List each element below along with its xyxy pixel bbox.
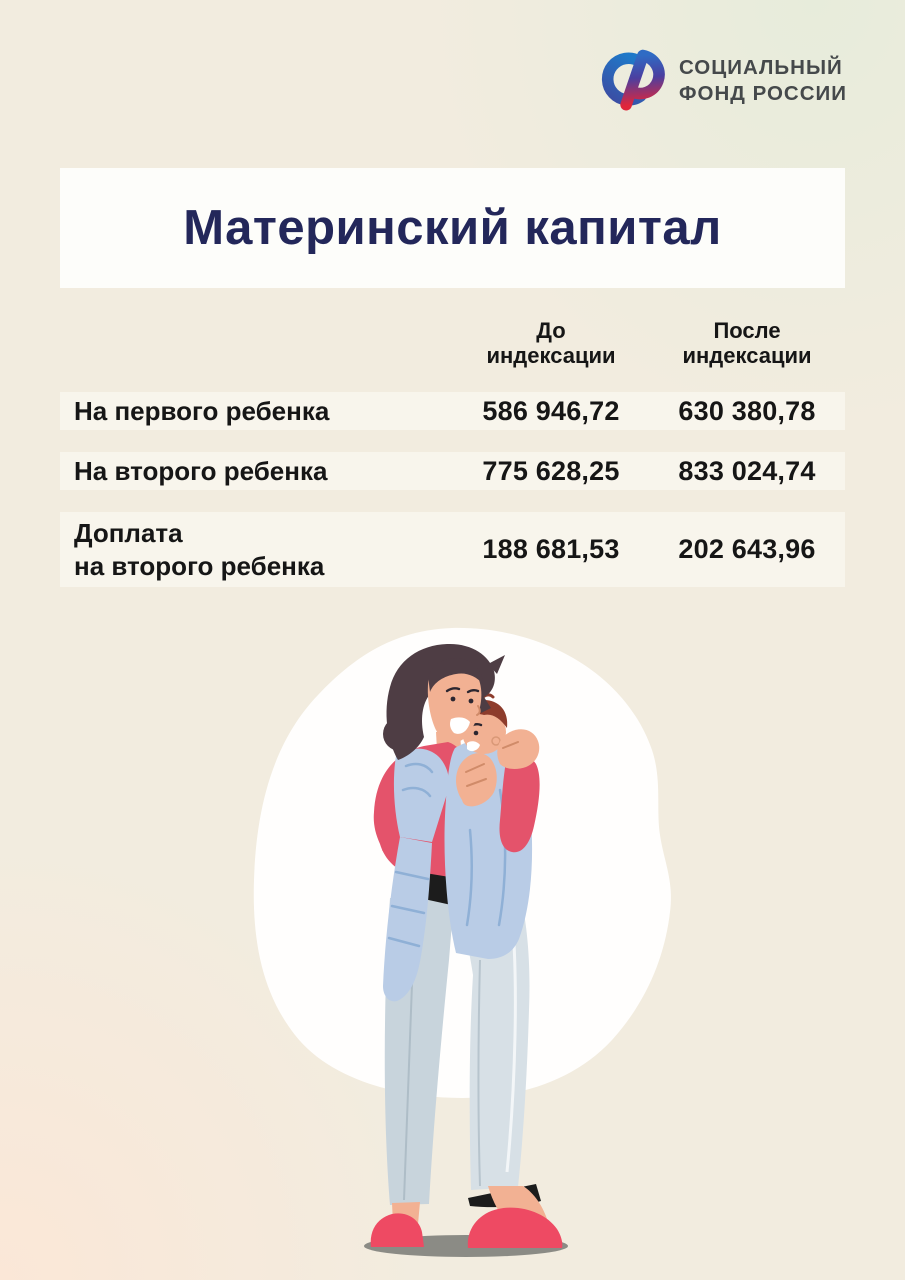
table-row-first-child: На первого ребенка 586 946,72 630 380,78 bbox=[60, 392, 845, 430]
page-title: Материнский капитал bbox=[183, 201, 722, 255]
back-slipper bbox=[370, 1213, 424, 1247]
logo-p-shape bbox=[620, 49, 665, 111]
indexation-table: До индексации После индексации На первого … bbox=[60, 318, 845, 609]
mother-baby-illustration bbox=[253, 627, 671, 1257]
brand-name-line1: СОЦИАЛЬНЫЙ bbox=[679, 56, 843, 79]
table-header: До индексации После индексации bbox=[60, 318, 845, 368]
row-label: На первого ребенка bbox=[60, 395, 453, 428]
value-before: 775 628,25 bbox=[482, 455, 620, 486]
mother-eye-left bbox=[450, 696, 456, 702]
header-before-line1: До bbox=[536, 318, 566, 343]
row-label-text: Доплата bbox=[74, 517, 183, 548]
row-label-text: На второго ребенка bbox=[74, 455, 328, 486]
table-row-supplement: Доплата на второго ребенка 188 681,53 202… bbox=[60, 512, 845, 587]
front-leg bbox=[446, 878, 530, 1190]
header-after-line1: После bbox=[713, 318, 781, 343]
brand-header: СОЦИАЛЬНЫЙ ФОНД РОССИИ bbox=[592, 44, 847, 118]
mother-left-hand bbox=[456, 753, 497, 807]
mother-fringe bbox=[428, 657, 483, 692]
sling-strap bbox=[393, 748, 450, 842]
brand-name-line2: ФОНД РОССИИ bbox=[679, 82, 847, 105]
column-header-before: До индексации bbox=[453, 318, 649, 368]
title-card: Материнский капитал bbox=[60, 168, 845, 288]
value-after: 833 024,74 bbox=[678, 455, 816, 486]
row-label-text: На первого ребенка bbox=[74, 395, 330, 426]
mother-smile bbox=[450, 717, 470, 734]
header-after-line2: индексации bbox=[682, 343, 812, 368]
value-before: 586 946,72 bbox=[482, 395, 620, 426]
row-label-text2: на второго ребенка bbox=[74, 550, 325, 581]
row-label: Доплата на второго ребенка bbox=[60, 517, 453, 583]
raised-sleeve bbox=[499, 756, 540, 853]
mother-right-hand bbox=[497, 729, 540, 769]
row-label: На второго ребенка bbox=[60, 455, 453, 488]
brand-name: СОЦИАЛЬНЫЙ ФОНД РОССИИ bbox=[679, 55, 847, 107]
baby-smile bbox=[467, 741, 480, 752]
front-slipper bbox=[467, 1207, 563, 1248]
sfr-logo-icon bbox=[601, 49, 665, 111]
header-before-line2: индексации bbox=[486, 343, 616, 368]
mother-eye-right bbox=[468, 698, 474, 704]
value-after: 202 643,96 bbox=[678, 534, 816, 564]
baby-eye bbox=[473, 730, 479, 736]
baby-ear bbox=[491, 736, 501, 746]
hair-flick bbox=[488, 655, 505, 674]
column-header-after: После индексации bbox=[649, 318, 845, 368]
table-row-second-child: На второго ребенка 775 628,25 833 024,74 bbox=[60, 452, 845, 490]
value-after: 630 380,78 bbox=[678, 395, 816, 426]
value-before: 188 681,53 bbox=[482, 534, 620, 564]
